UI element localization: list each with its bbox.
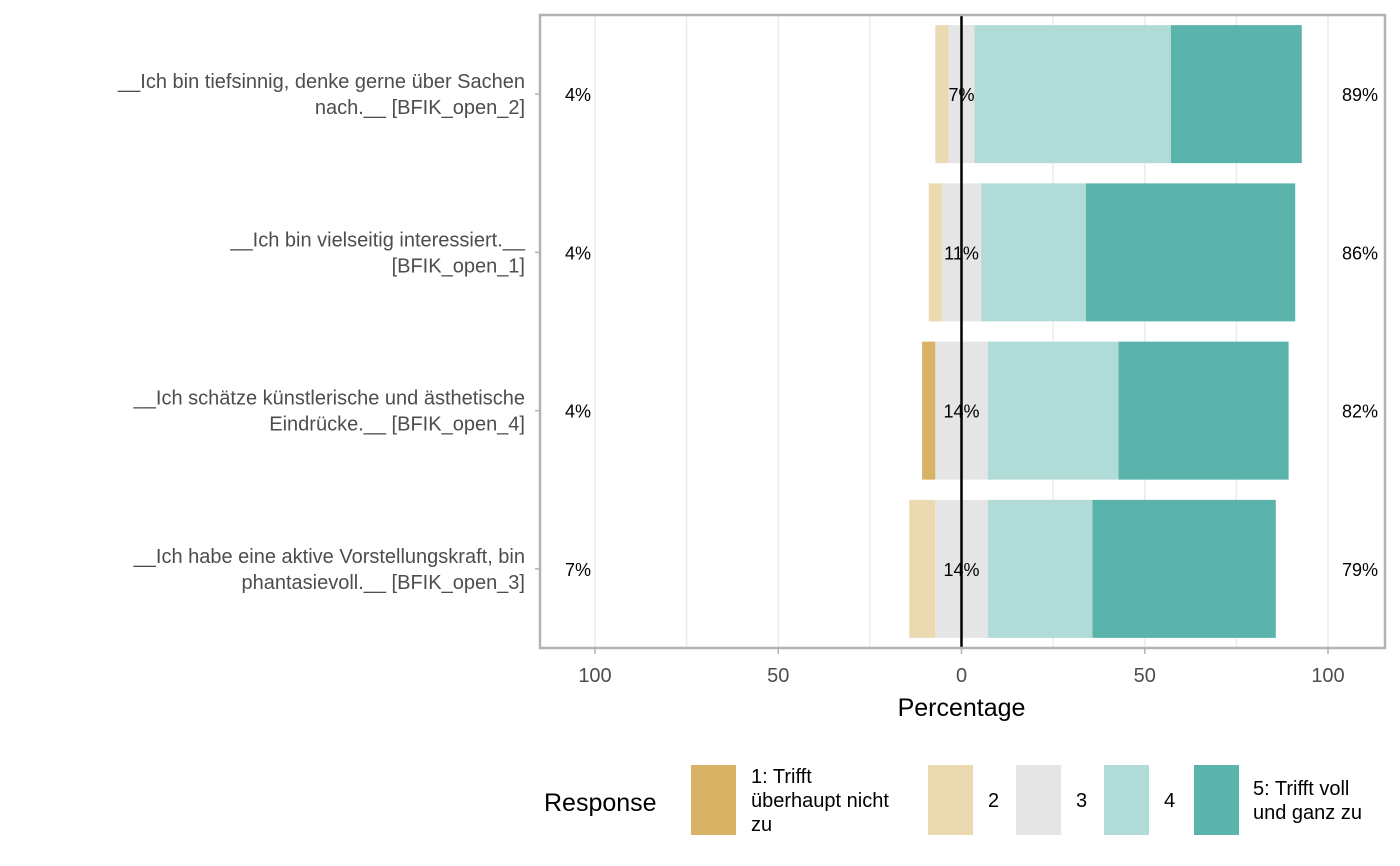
bar-segment-1 (922, 341, 936, 480)
bar-segment-4 (974, 25, 1171, 164)
bar-segment-2 (909, 499, 936, 638)
bar-segment-4 (981, 183, 1086, 322)
bar-segment-5 (1170, 25, 1302, 164)
low-percent-label: 4% (565, 402, 591, 422)
legend-key-1 (691, 765, 736, 835)
bar-segment-5 (1118, 341, 1289, 480)
x-tick-label: 50 (1134, 665, 1156, 687)
bar-segment-2 (928, 183, 942, 322)
high-percent-label: 82% (1342, 402, 1378, 422)
legend-label-5: und ganz zu (1253, 802, 1362, 824)
bar-segment-5 (1085, 183, 1296, 322)
bar-segment-5 (1092, 499, 1276, 638)
plot-border (538, 13, 1387, 650)
legend-label-1: 1: Trifft (751, 766, 812, 788)
high-percent-label: 89% (1342, 85, 1378, 105)
x-tick-label: 100 (578, 665, 611, 687)
item-label: __Ich habe eine aktive Vorstellungskraft… (133, 546, 525, 568)
bar-segment-4 (987, 499, 1093, 638)
legend-title: Response (544, 789, 657, 817)
item-label: phantasievoll.__ [BFIK_open_3] (241, 572, 525, 594)
low-percent-label: 4% (565, 85, 591, 105)
legend-label-2: 2 (988, 790, 999, 812)
item-label: __Ich schätze künstlerische und ästhetis… (133, 388, 525, 410)
high-percent-label: 86% (1342, 243, 1378, 263)
item-label: [BFIK_open_1] (392, 255, 525, 277)
legend-key-5 (1194, 765, 1239, 835)
x-tick-label: 50 (767, 665, 789, 687)
x-tick-label: 0 (956, 665, 967, 687)
bar-segment-4 (987, 341, 1119, 480)
x-axis-title: Percentage (898, 694, 1026, 722)
item-label: Eindrücke.__ [BFIK_open_4] (269, 414, 525, 436)
item-label: __Ich bin vielseitig interessiert.__ (229, 229, 525, 251)
x-tick-label: 100 (1311, 665, 1344, 687)
legend-label-1: zu (751, 814, 772, 836)
legend-key-4 (1104, 765, 1149, 835)
legend-key-2 (928, 765, 973, 835)
low-percent-label: 4% (565, 243, 591, 263)
legend-label-3: 3 (1076, 790, 1087, 812)
legend-label-4: 4 (1164, 790, 1175, 812)
item-label: nach.__ [BFIK_open_2] (315, 97, 525, 119)
legend-label-5: 5: Trifft voll (1253, 778, 1349, 800)
low-percent-label: 7% (565, 560, 591, 580)
high-percent-label: 79% (1342, 560, 1378, 580)
legend-key-3 (1016, 765, 1061, 835)
legend-label-1: überhaupt nicht (751, 790, 889, 812)
item-label: __Ich bin tiefsinnig, denke gerne über S… (117, 71, 525, 93)
bar-segment-2 (935, 25, 949, 164)
